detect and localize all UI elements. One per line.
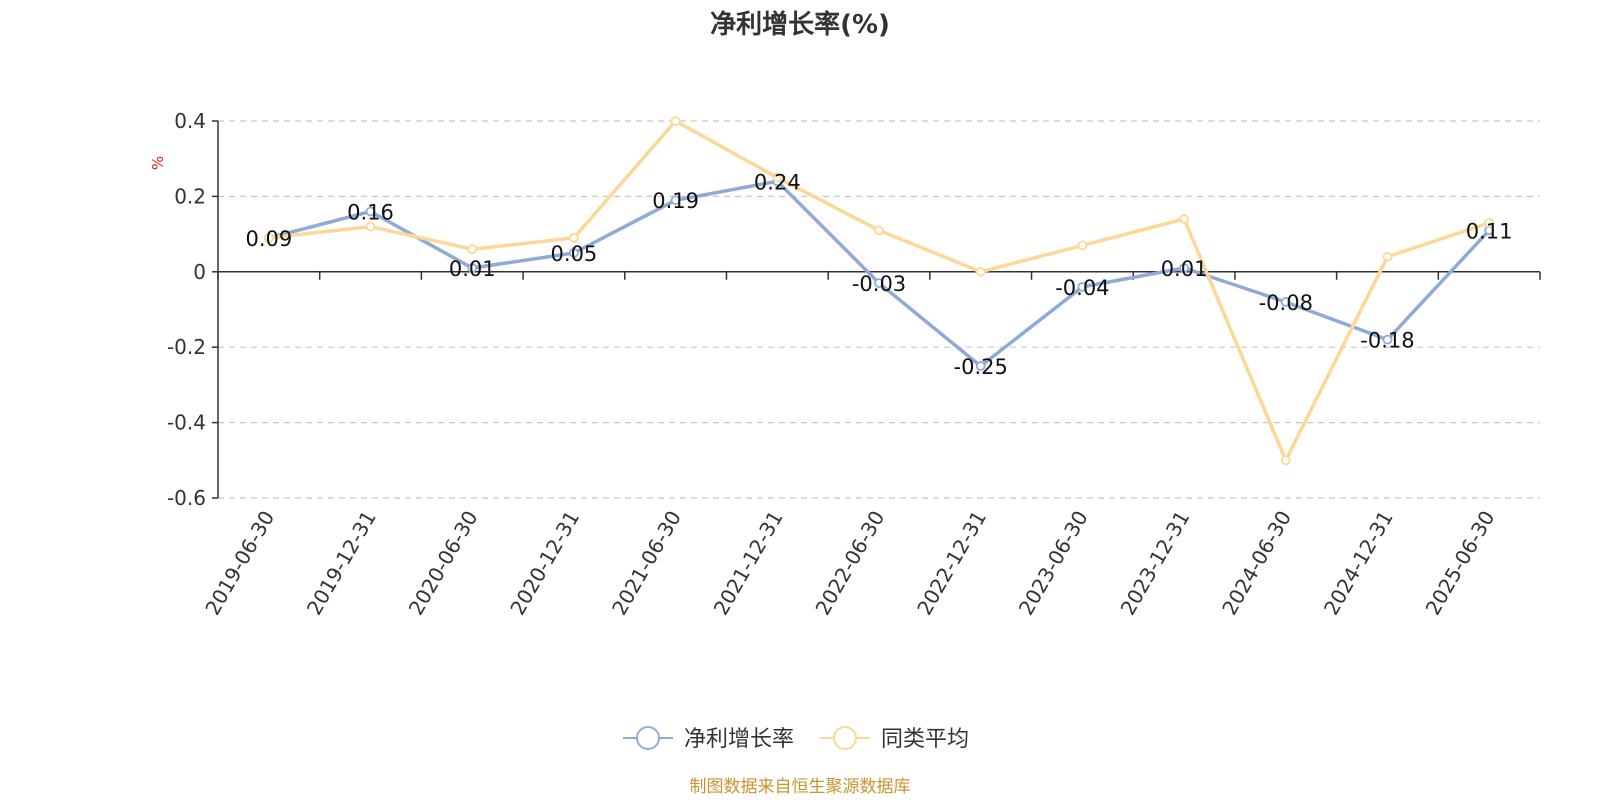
data-point — [569, 248, 579, 258]
y-tick-label: -0.4 — [167, 411, 206, 435]
data-label: 0.09 — [245, 227, 292, 251]
data-point — [772, 172, 783, 183]
y-tick-label: 0.2 — [174, 184, 206, 208]
data-point — [263, 232, 274, 243]
data-point — [670, 195, 681, 206]
grid-lines — [218, 120, 1540, 499]
data-point — [975, 266, 986, 277]
x-tick-label: 2019-06-30 — [200, 507, 279, 620]
x-tick-label: 2021-06-30 — [607, 507, 686, 620]
data-label: 0.01 — [1161, 257, 1208, 281]
y-tick-label: -0.2 — [167, 335, 206, 359]
x-tick-label: 2020-12-31 — [505, 507, 584, 620]
legend[interactable]: 净利增长率 同类平均 — [623, 726, 969, 752]
data-point — [874, 225, 884, 236]
x-tick-label: 2022-06-30 — [810, 507, 889, 620]
x-tick-label: 2020-06-30 — [404, 507, 483, 620]
y-tick-label: -0.6 — [167, 486, 206, 510]
data-point — [365, 221, 376, 232]
data-point — [1179, 214, 1189, 224]
data-point — [365, 206, 376, 217]
x-tick-label: 2022-12-31 — [912, 507, 991, 620]
chart-title: 净利增长率(%) — [710, 9, 890, 40]
x-tick-label: 2023-12-31 — [1116, 507, 1195, 620]
x-tick-label: 2023-06-30 — [1014, 507, 1093, 620]
data-label: -0.18 — [1360, 329, 1414, 353]
y-axis-ticks: 0.4 0.2 0 -0.2 -0.4 -0.6 — [167, 109, 218, 510]
data-point — [1382, 251, 1393, 262]
data-label: 0.24 — [754, 170, 801, 194]
data-point — [670, 116, 681, 126]
data-point — [1280, 297, 1291, 307]
y-tick-label: 0.4 — [174, 109, 206, 133]
series-group — [263, 116, 1495, 466]
data-label: -0.03 — [852, 272, 906, 296]
data-point — [874, 278, 884, 289]
legend-marker-icon — [636, 726, 660, 750]
x-tick-label: 2024-12-31 — [1319, 507, 1398, 620]
data-label: -0.04 — [1055, 276, 1109, 300]
data-label: 0.11 — [1466, 219, 1513, 243]
data-point — [1280, 455, 1291, 466]
x-tick-label: 2024-06-30 — [1217, 507, 1296, 620]
legend-item-1[interactable]: 净利增长率 — [623, 726, 794, 752]
y-axis-unit-label: % — [149, 156, 167, 170]
axes — [217, 121, 1540, 498]
data-point — [1077, 281, 1088, 292]
legend-marker-icon — [833, 726, 857, 750]
data-point — [975, 361, 986, 371]
data-label: -0.25 — [954, 355, 1008, 379]
data-label: 0.19 — [652, 189, 699, 213]
data-label: 0.05 — [551, 242, 598, 266]
legend-label: 净利增长率 — [684, 727, 794, 752]
data-label: -0.08 — [1259, 291, 1313, 315]
data-point — [1077, 240, 1088, 251]
data-labels: 0.09 0.16 0.01 0.05 0.19 0.24 -0.03 -0.25 -0.04 0… — [245, 170, 1512, 379]
data-label: 0.16 — [347, 200, 394, 224]
y-tick-label: 0 — [193, 260, 206, 284]
data-point — [467, 263, 478, 273]
data-point — [569, 232, 579, 243]
x-tick-label: 2025-06-30 — [1421, 507, 1500, 620]
x-tick-label: 2019-12-31 — [302, 507, 381, 620]
data-point — [1382, 334, 1393, 345]
x-tick-label: 2021-12-31 — [709, 507, 788, 620]
series-2 — [263, 116, 1495, 466]
legend-item-2[interactable]: 同类平均 — [820, 726, 969, 752]
legend-label: 同类平均 — [881, 727, 969, 752]
data-point — [1484, 217, 1495, 228]
data-point — [467, 244, 478, 255]
source-note: 制图数据来自恒生聚源数据库 — [690, 777, 911, 797]
data-label: 0.01 — [449, 257, 496, 281]
data-point — [1179, 263, 1189, 273]
x-axis-ticks: 2019-06-30 2019-12-31 2020-06-30 2020-12-31… — [200, 271, 1541, 620]
